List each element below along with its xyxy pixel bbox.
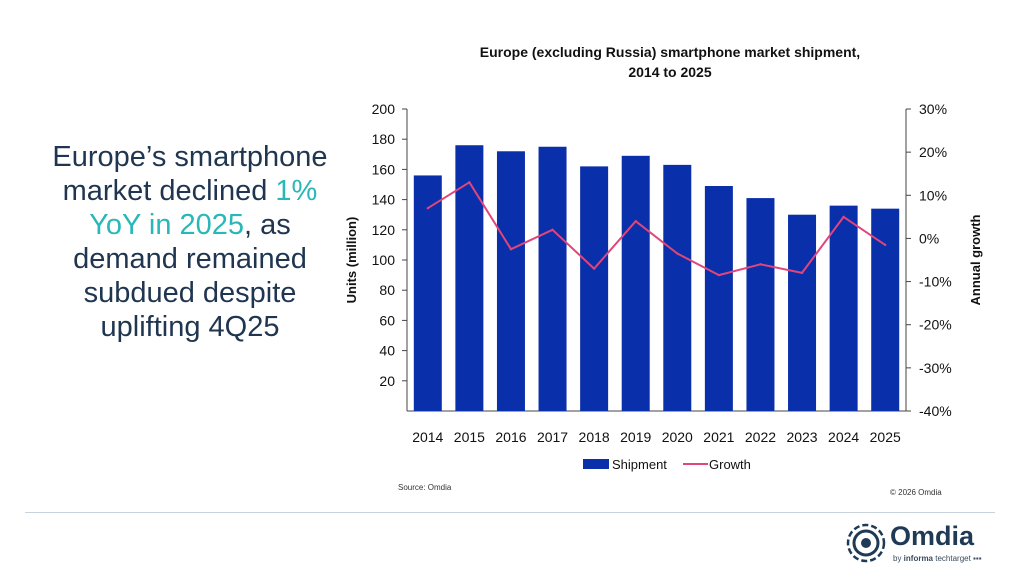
line-growth [427, 181, 886, 277]
x-tick-label: 2021 [703, 429, 734, 445]
x-tick-label: 2022 [745, 429, 776, 445]
x-tick-label: 2017 [537, 429, 568, 445]
brand-sub-prefix: by [893, 554, 904, 563]
bar-shipment-2023 [788, 214, 817, 411]
bar-shipment-2014 [413, 175, 442, 411]
bar-shipment-2016 [496, 151, 525, 411]
bar-shipment-2021 [704, 186, 733, 411]
chart-title-line-2: 2014 to 2025 [628, 64, 712, 80]
x-tick-label: 2024 [828, 429, 859, 445]
x-tick-label: 2014 [412, 429, 443, 445]
legend-label-shipment: Shipment [612, 457, 667, 472]
omdia-logo: Omdia by informa techtarget ▪▪▪ [846, 521, 996, 565]
bar-shipment-2024 [829, 205, 858, 411]
chart-title: Europe (excluding Russia) smartphone mar… [380, 42, 960, 82]
y-tick-label: 80 [379, 282, 395, 298]
bar-shipment-2019 [621, 155, 650, 411]
y-tick-label: 140 [372, 192, 396, 208]
y2-tick-label: 0% [919, 230, 939, 246]
y2-tick-label: 30% [919, 101, 947, 117]
footer-divider [25, 512, 995, 513]
brand-sub-bold: informa [903, 554, 934, 563]
headline-text-end: , as demand remained subdued despite upl… [73, 209, 307, 343]
point-growth-2023 [800, 271, 804, 275]
point-growth-2024 [842, 215, 845, 219]
brand-sub-rest: techtarget ▪▪▪ [933, 554, 982, 563]
y-tick-label: 60 [379, 312, 395, 328]
y2-tick-label: -40% [919, 403, 952, 419]
source-note: Source: Omdia [398, 483, 452, 492]
legend-swatch-shipment [583, 459, 609, 469]
y2-tick-label: -20% [919, 317, 952, 333]
point-growth-2019 [634, 219, 637, 223]
headline: Europe’s smartphone market declined 1% Y… [40, 140, 340, 344]
x-tick-label: 2019 [620, 429, 651, 445]
y2-tick-label: 10% [919, 187, 947, 203]
copyright-note: © 2026 Omdia [890, 488, 942, 497]
y-tick-label: 180 [372, 131, 396, 147]
y2-axis-title: Annual growth [968, 214, 983, 305]
y-tick-label: 20 [379, 373, 395, 389]
y2-tick-label: -10% [919, 274, 952, 290]
x-tick-label: 2015 [454, 429, 485, 445]
bar-shipment-2015 [455, 145, 484, 412]
y-tick-label: 120 [372, 222, 396, 238]
omdia-logo-icon [846, 523, 886, 563]
point-growth-2020 [676, 252, 679, 255]
chart-title-line-1: Europe (excluding Russia) smartphone mar… [479, 44, 861, 60]
y2-tick-label: 20% [919, 144, 947, 160]
point-growth-2014 [426, 207, 429, 210]
point-growth-2025 [884, 243, 887, 247]
y-axis-title: Units (million) [344, 217, 359, 304]
point-growth-2021 [717, 273, 721, 277]
y2-tick-label: -30% [919, 360, 952, 376]
y-tick-label: 100 [372, 252, 396, 268]
x-tick-label: 2016 [495, 429, 526, 445]
y-tick-label: 200 [372, 101, 396, 117]
y-tick-label: 160 [372, 161, 396, 177]
bar-shipment-2017 [538, 146, 567, 411]
headline-text: Europe’s smartphone market declined [52, 141, 328, 207]
headline-highlight: 1% YoY in 2025 [89, 175, 318, 241]
x-tick-label: 2020 [662, 429, 693, 445]
bar-shipment-2022 [746, 198, 775, 411]
x-tick-label: 2025 [870, 429, 901, 445]
point-growth-2015 [468, 181, 471, 184]
point-growth-2017 [551, 228, 554, 231]
point-growth-2018 [592, 267, 596, 270]
bar-shipment-2018 [580, 166, 609, 411]
x-tick-label: 2018 [579, 429, 610, 445]
omdia-logo-text: Omdia [890, 521, 975, 551]
omdia-logo-subtext: by informa techtarget ▪▪▪ [893, 554, 982, 563]
point-growth-2022 [759, 263, 762, 266]
legend-label-growth: Growth [709, 457, 751, 472]
point-growth-2016 [509, 248, 513, 251]
bar-shipment-2020 [663, 164, 692, 411]
y-tick-label: 40 [379, 343, 395, 359]
bar-shipment-2025 [871, 208, 900, 411]
x-tick-label: 2023 [786, 429, 817, 445]
